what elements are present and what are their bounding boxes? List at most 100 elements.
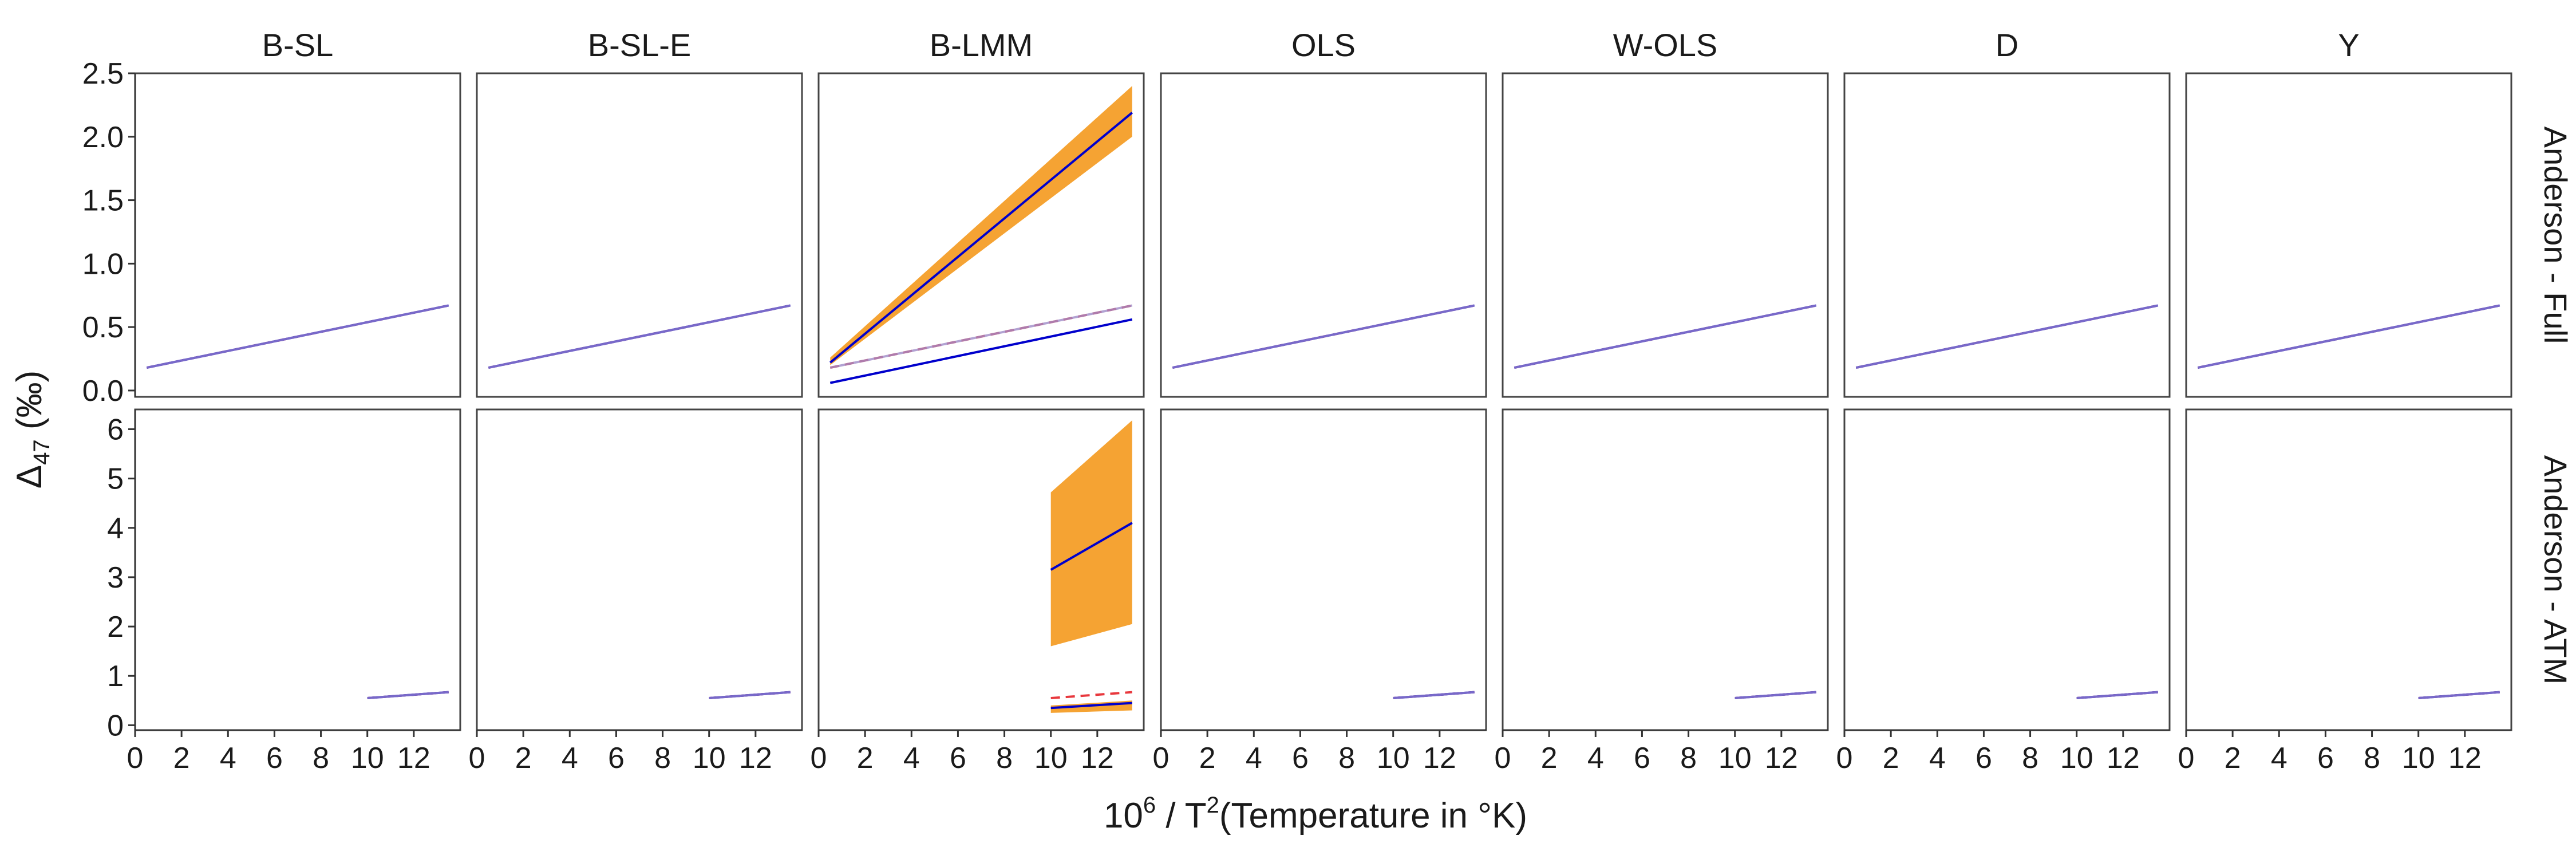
- column-label: B-SL-E: [588, 27, 692, 63]
- overlay-line: [709, 691, 791, 699]
- x-tick-label: 10: [2402, 742, 2435, 775]
- panel-frame: [1160, 408, 1487, 731]
- x-tick-label: 8: [1338, 742, 1355, 775]
- x-tick-label: 12: [2107, 742, 2140, 775]
- column-label: D: [1996, 27, 2018, 63]
- overlay-line: [367, 691, 449, 699]
- x-tick-label: 6: [608, 742, 625, 775]
- x-tick-label: 2: [1199, 742, 1216, 775]
- y-tick-label: 0.5: [82, 311, 124, 344]
- facet-panel: [476, 408, 803, 731]
- facet-panel: [2185, 72, 2512, 398]
- y-tick-label: 4: [107, 512, 124, 545]
- y-tick-label: 2: [107, 610, 124, 644]
- x-tick-label: 6: [950, 742, 966, 775]
- x-tick-label: 0: [127, 742, 144, 775]
- x-tick-label: 4: [1246, 742, 1262, 775]
- x-tick-label: 8: [1680, 742, 1697, 775]
- x-tick-label: 4: [903, 742, 920, 775]
- x-tick-label: 8: [2022, 742, 2038, 775]
- x-tick-label: 6: [266, 742, 283, 775]
- x-tick-label: 4: [2271, 742, 2287, 775]
- y-tick-label: 3: [107, 561, 124, 594]
- fit-line: [1050, 522, 1133, 571]
- panel-frame: [134, 408, 461, 731]
- panel-frame: [1843, 72, 2171, 398]
- y-tick-label: 6: [107, 413, 124, 446]
- x-tick-label: 2: [1883, 742, 1899, 775]
- panel-frame: [1502, 72, 1829, 398]
- x-tick-label: 12: [1423, 742, 1456, 775]
- x-tick-label: 4: [562, 742, 578, 775]
- x-tick-label: 12: [397, 742, 430, 775]
- facet-panel: [817, 408, 1145, 731]
- y-title-tail: (‰): [10, 371, 49, 440]
- x-title-sup: 6: [1143, 793, 1156, 818]
- x-tick-label: 2: [515, 742, 532, 775]
- panel-frame: [2185, 408, 2512, 731]
- facet-panels: [134, 72, 2512, 731]
- overlay-line: [829, 304, 1133, 369]
- row-label: Anderson - Full: [2538, 127, 2574, 344]
- fit-line-secondary: [1050, 702, 1132, 710]
- x-tick-label: 12: [2448, 742, 2482, 775]
- column-label: B-SL: [262, 27, 334, 63]
- panel-frame: [1160, 72, 1487, 398]
- y-tick-label: 2.5: [82, 57, 124, 90]
- y-tick-label: 1.0: [82, 247, 124, 281]
- facet-panel: [476, 72, 803, 398]
- x-tick-label: 2: [857, 742, 874, 775]
- x-tick-label: 0: [1836, 742, 1853, 775]
- column-label: OLS: [1291, 27, 1356, 63]
- x-tick-label: 12: [739, 742, 772, 775]
- y-tick-label: 0.0: [82, 375, 124, 408]
- x-tick-label: 2: [173, 742, 190, 775]
- fit-line-secondary: [829, 318, 1133, 384]
- column-label: W-OLS: [1613, 27, 1718, 63]
- x-tick-label: 10: [2060, 742, 2093, 775]
- row-label: Anderson - ATM: [2538, 455, 2574, 684]
- x-title-sup2: 2: [1207, 793, 1219, 818]
- overlay-line: [1855, 304, 2159, 369]
- y-tick-label: 1.5: [82, 184, 124, 218]
- x-tick-label: 10: [1718, 742, 1752, 775]
- x-tick-label: 4: [1587, 742, 1604, 775]
- x-tick-label: 10: [1034, 742, 1068, 775]
- column-strip-labels: B-SL B-SL-E B-LMM OLS W-OLS D Y: [262, 27, 2360, 63]
- y-tick-label: 5: [107, 463, 124, 496]
- x-tick-label: 6: [1292, 742, 1309, 775]
- overlay-line: [146, 304, 449, 369]
- x-axis-title: 106 / T2(Temperature in °K): [1104, 793, 1527, 836]
- facet-panel: [134, 408, 461, 731]
- x-tick-label: 6: [1634, 742, 1650, 775]
- panel-frame: [476, 72, 803, 398]
- overlay-line: [1172, 304, 1475, 369]
- facet-panel: [1160, 72, 1487, 398]
- overlay-line: [2076, 691, 2158, 699]
- column-label: B-LMM: [930, 27, 1033, 63]
- x-tick-label: 8: [313, 742, 329, 775]
- overlay-line: [488, 304, 791, 369]
- panel-frame: [476, 408, 803, 731]
- y-tick-label: 2.0: [82, 121, 124, 154]
- x-tick-label: 10: [693, 742, 726, 775]
- x-tick-label: 8: [654, 742, 671, 775]
- y-tick-label: 0: [107, 709, 124, 742]
- facet-panel: [2185, 408, 2512, 731]
- x-tick-label: 10: [1377, 742, 1410, 775]
- row-strip-labels: Anderson - Full Anderson - ATM: [2538, 127, 2574, 685]
- y-axis-title: Δ47 (‰): [10, 371, 54, 488]
- panel-frame: [134, 72, 461, 398]
- y-axes: 0.0 0.5 1.0 1.5 2.0 2.5 0 1 2 3 4 5 6: [82, 57, 136, 742]
- x-title-tail: (Temperature in °K): [1219, 796, 1527, 836]
- x-tick-label: 0: [1495, 742, 1511, 775]
- y-tick-label: 1: [107, 660, 124, 693]
- facet-panel: [817, 72, 1145, 398]
- facet-panel: [1502, 72, 1829, 398]
- fit-line: [829, 112, 1133, 364]
- x-title-mid: / T: [1156, 796, 1206, 836]
- overlay-line: [1514, 304, 1817, 369]
- x-tick-label: 0: [469, 742, 485, 775]
- confidence-band: [1050, 420, 1132, 647]
